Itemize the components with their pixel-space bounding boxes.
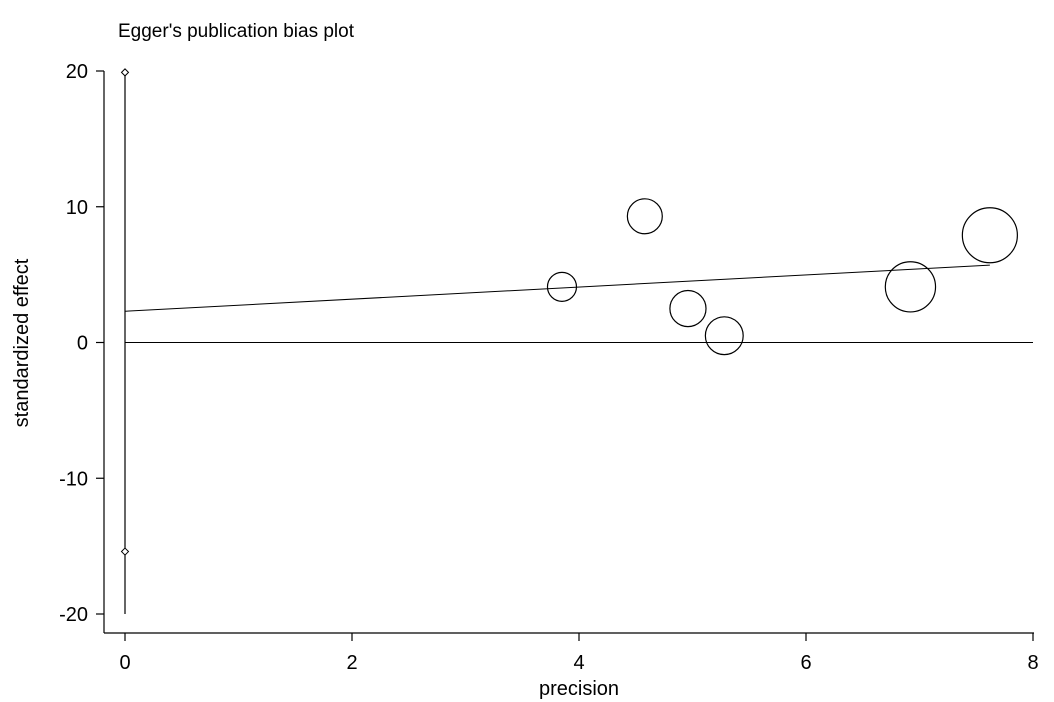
y-axis-label: standardized effect: [11, 258, 33, 427]
y-tick-label: 20: [66, 61, 88, 83]
ci-lower-marker: [120, 547, 130, 556]
y-tick-label: -20: [59, 604, 88, 626]
study-point: [626, 198, 663, 235]
y-tick-label: 10: [66, 197, 88, 219]
x-tick-label: 6: [800, 652, 811, 674]
study-point: [669, 289, 707, 328]
y-ticks: 20 10 0 -10 -20: [59, 61, 104, 626]
x-tick-label: 8: [1027, 652, 1038, 674]
y-tick-label: 0: [77, 333, 88, 355]
x-axis-label: precision: [539, 678, 619, 700]
ci-upper-marker: [120, 68, 130, 77]
x-tick-label: 4: [573, 652, 584, 674]
study-point: [546, 271, 578, 302]
study-point: [961, 207, 1018, 264]
y-tick-label: -10: [59, 468, 88, 490]
chart-title: Egger's publication bias plot: [118, 21, 355, 42]
x-tick-label: 2: [346, 652, 357, 674]
x-tick-label: 0: [119, 652, 130, 674]
study-point: [884, 261, 937, 313]
x-ticks: 0 2 4 6 8: [119, 633, 1039, 674]
plot-lines: [120, 68, 1033, 614]
study-points: [546, 198, 1018, 356]
regression-line: [124, 264, 990, 312]
study-point: [704, 316, 744, 356]
